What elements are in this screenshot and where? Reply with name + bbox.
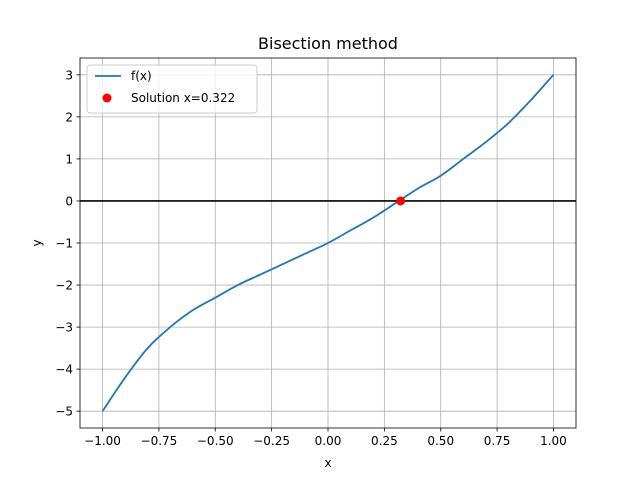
legend-marker-swatch: [102, 93, 112, 103]
y-tick-label: −4: [55, 363, 73, 377]
y-axis-ticks: −5 −4 −3 −2 −1 0 1 2 3: [55, 68, 80, 419]
solution-point: [396, 196, 406, 206]
x-tick-label: −1.00: [84, 434, 121, 448]
x-tick-label: −0.25: [253, 434, 290, 448]
series-line-0: [101, 74, 555, 412]
x-tick-label: 0.50: [427, 434, 454, 448]
legend: f(x) Solution x=0.322: [86, 64, 258, 114]
y-tick-label: −2: [55, 279, 73, 293]
x-tick-label: 0.00: [315, 434, 342, 448]
y-axis-label: y: [30, 239, 44, 246]
legend-box: [86, 64, 258, 114]
y-tick-label: −3: [55, 321, 73, 335]
x-tick-label: −0.50: [197, 434, 234, 448]
legend-label-series-1: Solution x=0.322: [131, 91, 235, 105]
x-axis-ticks: −1.00 −0.75 −0.50 −0.25 0.00 0.25 0.50 0.75 1.00: [84, 428, 567, 448]
chart-title: Bisection method: [258, 34, 398, 53]
y-tick-label: −1: [55, 237, 73, 251]
y-tick-label: −5: [55, 405, 73, 419]
x-axis-label: x: [324, 456, 331, 470]
x-tick-label: 0.25: [371, 434, 398, 448]
x-tick-label: 0.75: [484, 434, 511, 448]
y-tick-label: 2: [65, 110, 73, 124]
series: [101, 74, 555, 412]
y-tick-label: 0: [65, 194, 73, 208]
y-tick-label: 3: [65, 68, 73, 82]
x-tick-label: −0.75: [141, 434, 178, 448]
x-tick-label: 1.00: [540, 434, 567, 448]
legend-label-series-0: f(x): [131, 69, 152, 83]
y-tick-label: 1: [65, 152, 73, 166]
